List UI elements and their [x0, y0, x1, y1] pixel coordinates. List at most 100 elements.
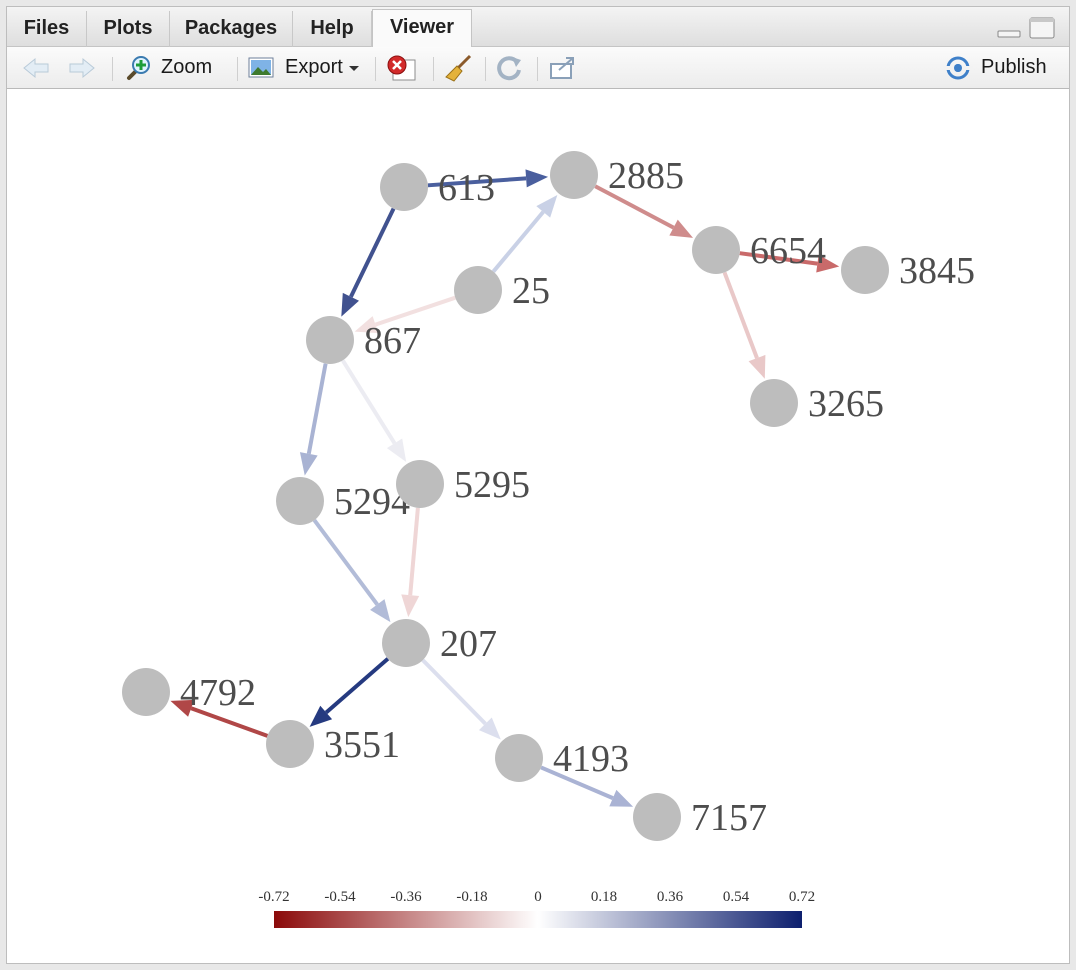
node-label: 3845 — [899, 250, 975, 292]
graph-node[interactable]: 3845 — [841, 246, 975, 294]
graph-node[interactable]: 7157 — [633, 793, 767, 841]
legend-tick-label: -0.18 — [456, 889, 487, 905]
arrow-right-icon — [69, 57, 95, 78]
edge-arrowhead — [816, 254, 840, 273]
edge-line — [190, 706, 269, 738]
viewer-toolbar: Zoom Export — [7, 47, 1069, 89]
legend-tick-label: 0.72 — [789, 889, 815, 905]
node-circle — [550, 151, 598, 199]
graph-node[interactable]: 5294 — [276, 477, 410, 525]
node-circle — [750, 379, 798, 427]
node-label: 7157 — [691, 797, 767, 839]
graph-edge[interactable] — [354, 295, 456, 334]
clear-all-button[interactable] — [443, 47, 475, 88]
remove-viewer-button[interactable] — [385, 47, 419, 88]
node-circle — [396, 460, 444, 508]
edge-arrowhead — [370, 599, 391, 623]
tab-plots[interactable]: Plots — [87, 11, 170, 47]
graph-edge[interactable] — [427, 169, 549, 188]
forward-button[interactable] — [67, 47, 97, 88]
pane-tabbar: Files Plots Packages Help Viewer — [7, 7, 1069, 48]
graph-node[interactable]: 207 — [382, 619, 497, 667]
edge-line — [341, 359, 397, 445]
edge-line — [540, 765, 614, 800]
graph-node[interactable]: 25 — [454, 266, 550, 314]
graph-node[interactable]: 613 — [380, 163, 495, 211]
graph-node[interactable]: 3265 — [750, 379, 884, 427]
graph-edge[interactable] — [341, 359, 407, 462]
graph-node[interactable]: 6654 — [692, 226, 826, 274]
node-circle — [306, 316, 354, 364]
publish-icon — [943, 56, 973, 79]
edge-line — [491, 210, 545, 273]
graph-edge[interactable] — [170, 699, 269, 738]
minimize-icon[interactable] — [997, 29, 1021, 39]
graph-node[interactable]: 5295 — [396, 460, 530, 508]
remove-icon — [387, 55, 416, 80]
zoom-label: Zoom — [161, 56, 213, 78]
show-in-window-button[interactable] — [547, 47, 579, 88]
graph-node[interactable]: 4193 — [495, 734, 629, 782]
legend-tick-label: -0.54 — [324, 889, 356, 905]
graph-edge[interactable] — [299, 363, 328, 476]
edge-arrowhead — [669, 219, 694, 238]
popout-icon — [550, 56, 574, 79]
refresh-button[interactable] — [495, 47, 525, 88]
arrow-left-icon — [23, 57, 49, 78]
node-circle — [122, 668, 170, 716]
maximize-icon[interactable] — [1029, 17, 1055, 39]
node-circle — [454, 266, 502, 314]
graph-edge[interactable] — [594, 184, 694, 238]
edge-arrowhead — [299, 452, 318, 476]
node-label: 25 — [512, 270, 550, 312]
edge-line — [408, 507, 420, 596]
tab-files[interactable]: Files — [7, 11, 87, 47]
node-label: 6654 — [750, 230, 826, 272]
graph-edge[interactable] — [491, 194, 558, 273]
edge-arrowhead — [478, 717, 501, 740]
graph-node[interactable]: 4792 — [122, 668, 256, 716]
publish-button[interactable]: Publish — [943, 47, 1047, 88]
graph-edge[interactable] — [309, 657, 390, 727]
nodes-layer: 613 2885 6654 3845 25 867 3265 5294 5295 207 4792 3… — [122, 151, 975, 841]
legend-tick-label: 0 — [534, 889, 542, 905]
edge-arrowhead — [170, 699, 195, 717]
node-label: 3551 — [324, 724, 400, 766]
graph-node[interactable]: 3551 — [266, 720, 400, 768]
graph-edge[interactable] — [722, 271, 766, 379]
toolbar-divider — [485, 57, 486, 81]
edge-arrowhead — [401, 594, 420, 618]
node-circle — [382, 619, 430, 667]
graph-node[interactable]: 2885 — [550, 151, 684, 199]
tab-viewer[interactable]: Viewer — [372, 9, 472, 48]
graph-node[interactable]: 867 — [306, 316, 421, 364]
back-button[interactable] — [21, 47, 51, 88]
export-button[interactable]: Export — [247, 47, 361, 88]
edges-layer — [170, 169, 840, 807]
edge-arrowhead — [525, 169, 549, 188]
graph-edge[interactable] — [421, 658, 501, 740]
node-label: 4792 — [180, 672, 256, 714]
graph-edge[interactable] — [540, 765, 634, 807]
zoom-button[interactable]: Zoom — [123, 47, 212, 88]
toolbar-divider — [537, 57, 538, 81]
broom-icon — [445, 54, 472, 82]
graph-edge[interactable] — [341, 207, 396, 317]
node-circle — [495, 734, 543, 782]
graph-edge[interactable] — [312, 519, 391, 623]
tab-packages[interactable]: Packages — [170, 11, 293, 47]
viewer-content: 613 2885 6654 3845 25 867 3265 5294 5295 207 4792 3… — [7, 89, 1070, 964]
legend-tick-label: 0.18 — [591, 889, 617, 905]
node-label: 5295 — [454, 464, 530, 506]
edge-line — [306, 363, 328, 455]
legend-tick-label: -0.36 — [390, 889, 422, 905]
node-label: 2885 — [608, 155, 684, 197]
node-circle — [266, 720, 314, 768]
node-circle — [692, 226, 740, 274]
node-circle — [380, 163, 428, 211]
network-graph[interactable]: 613 2885 6654 3845 25 867 3265 5294 5295 207 4792 3… — [7, 89, 1070, 964]
tab-help[interactable]: Help — [293, 11, 372, 47]
graph-edge[interactable] — [739, 251, 840, 273]
legend-tick-label: -0.72 — [258, 889, 289, 905]
graph-edge[interactable] — [401, 507, 420, 618]
